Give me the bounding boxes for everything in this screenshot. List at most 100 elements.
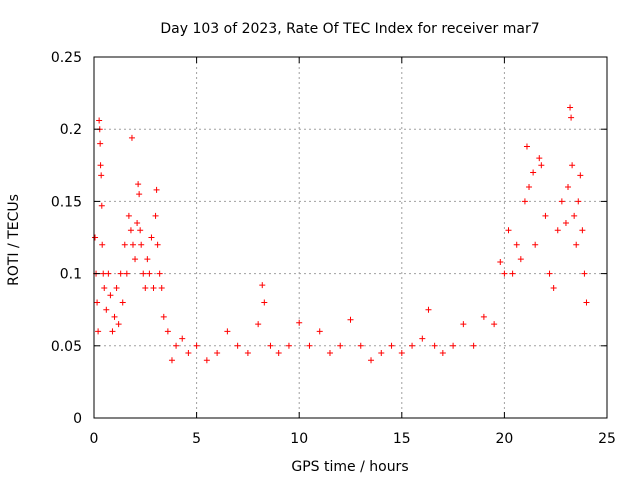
data-points [92, 104, 590, 364]
data-point [134, 220, 141, 227]
data-point [571, 212, 578, 219]
x-tick-label: 20 [495, 431, 513, 447]
data-point [573, 241, 580, 248]
data-point [98, 172, 105, 179]
data-point [526, 183, 533, 190]
data-point [532, 241, 539, 248]
data-point [562, 220, 569, 227]
plot-frame [93, 56, 608, 419]
data-point [103, 306, 110, 313]
data-point [153, 186, 160, 193]
data-point [121, 241, 128, 248]
data-point [567, 104, 574, 111]
data-point [164, 328, 171, 335]
data-point [497, 259, 504, 266]
data-point [505, 227, 512, 234]
data-point [136, 191, 143, 198]
data-point [296, 319, 303, 326]
data-point [259, 282, 266, 289]
data-point [224, 328, 231, 335]
data-point [368, 357, 375, 364]
data-point [113, 285, 120, 292]
data-point [558, 198, 565, 205]
data-point [128, 134, 135, 141]
data-point [530, 169, 537, 176]
data-point [275, 350, 282, 357]
y-tick-label: 0.15 [51, 194, 82, 210]
x-tick-label: 0 [90, 431, 99, 447]
data-point [357, 342, 364, 349]
data-point [132, 256, 139, 263]
data-point [460, 321, 467, 328]
axis-ticks: 0 5 10 15 20 25 0 0.05 0.1 0.15 0.2 0.25 [51, 50, 616, 447]
data-point [109, 328, 116, 335]
data-point [101, 285, 108, 292]
data-point [148, 234, 155, 241]
data-point [542, 212, 549, 219]
data-point [517, 256, 524, 263]
data-point [480, 313, 487, 320]
data-point [129, 241, 136, 248]
y-tick-label: 0.1 [60, 267, 82, 283]
data-point [255, 321, 262, 328]
data-point [96, 117, 103, 124]
x-tick-label: 10 [290, 431, 308, 447]
x-axis-label: GPS time / hours [291, 459, 408, 475]
data-point [565, 183, 572, 190]
data-point [119, 299, 126, 306]
x-tick-label: 15 [393, 431, 411, 447]
data-point [550, 285, 557, 292]
y-axis-label: ROTI / TECUs [6, 194, 22, 286]
data-point [99, 241, 106, 248]
data-point [127, 227, 134, 234]
data-point [378, 350, 385, 357]
data-point [95, 328, 102, 335]
data-point [97, 162, 104, 169]
data-point [581, 270, 588, 277]
data-point [193, 342, 200, 349]
data-point [501, 270, 508, 277]
data-point [156, 270, 163, 277]
data-point [419, 335, 426, 342]
data-point [409, 342, 416, 349]
y-tick-label: 0 [73, 411, 82, 427]
data-point [347, 316, 354, 323]
data-point [316, 328, 323, 335]
data-point [203, 357, 210, 364]
data-point [173, 342, 180, 349]
data-point [98, 202, 105, 209]
data-point [431, 342, 438, 349]
data-point [261, 299, 268, 306]
data-point [536, 155, 543, 162]
data-point [388, 342, 395, 349]
data-point [568, 114, 575, 121]
data-point [92, 234, 99, 241]
data-point [160, 313, 167, 320]
data-point [152, 212, 159, 219]
x-tick-label: 25 [598, 431, 616, 447]
data-point [398, 350, 405, 357]
data-point [111, 313, 118, 320]
data-point [491, 321, 498, 328]
data-point [244, 350, 251, 357]
data-point [450, 342, 457, 349]
data-point [185, 350, 192, 357]
data-point [554, 227, 561, 234]
y-tick-label: 0.05 [51, 339, 82, 355]
grid [94, 57, 607, 418]
y-tick-label: 0.2 [60, 122, 82, 138]
data-point [137, 227, 144, 234]
x-tick-label: 5 [192, 431, 201, 447]
data-point [521, 198, 528, 205]
data-point [538, 162, 545, 169]
data-point [142, 285, 149, 292]
data-point [123, 270, 130, 277]
data-point [337, 342, 344, 349]
data-point [179, 335, 186, 342]
data-point [150, 285, 157, 292]
data-point [509, 270, 516, 277]
data-point [135, 181, 142, 188]
data-point [138, 241, 145, 248]
data-point [100, 270, 107, 277]
